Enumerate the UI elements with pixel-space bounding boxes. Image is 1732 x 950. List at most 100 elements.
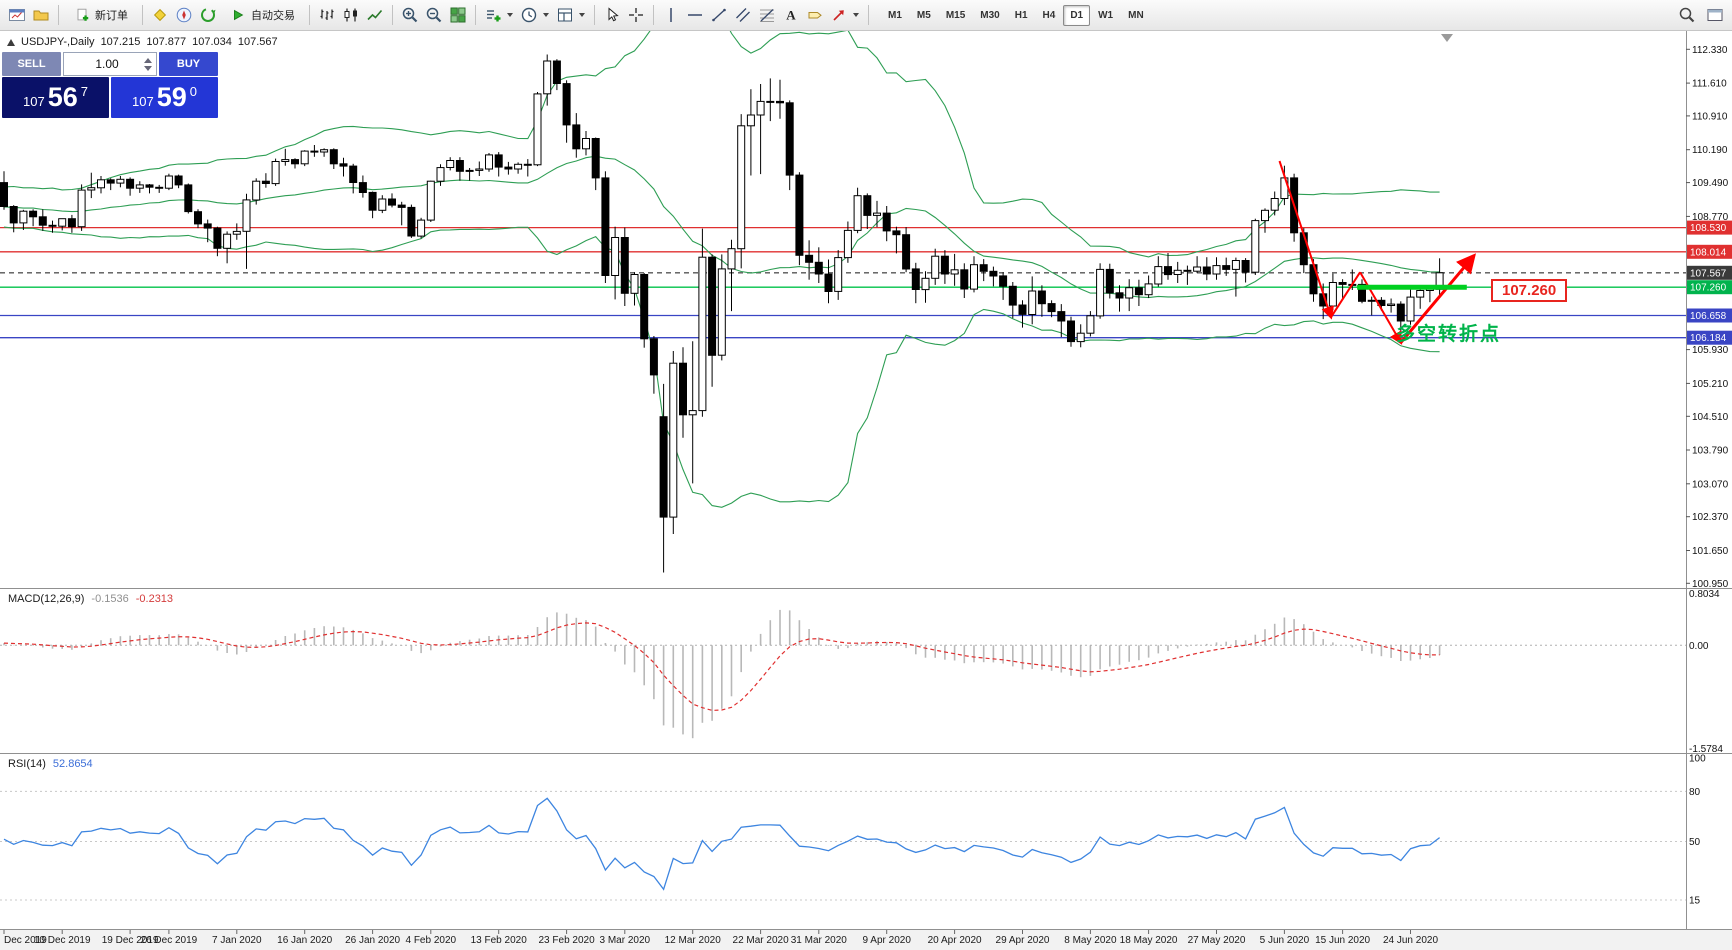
svg-text:103.070: 103.070	[1692, 479, 1729, 490]
one-click-toggle-icon[interactable]	[7, 38, 15, 46]
svg-text:103.790: 103.790	[1692, 446, 1729, 457]
new-chart-icon[interactable]	[6, 4, 28, 26]
buy-button[interactable]: BUY	[159, 52, 218, 76]
svg-text:112.330: 112.330	[1692, 45, 1728, 56]
toolbar-separator	[594, 5, 595, 25]
templates-dropdown-icon[interactable]	[579, 13, 585, 17]
macd-signal-value: -0.2313	[135, 593, 174, 605]
turning-point-note[interactable]: 多空转折点	[1395, 324, 1501, 346]
text-label-icon[interactable]	[804, 4, 826, 26]
indicators-dropdown-icon[interactable]	[507, 13, 513, 17]
horizontal-line-icon[interactable]	[684, 4, 706, 26]
svg-text:12 Mar 2020: 12 Mar 2020	[665, 935, 722, 946]
zoom-in-icon[interactable]	[399, 4, 421, 26]
volume-spinner[interactable]	[142, 57, 154, 71]
macd-label: MACD(12,26,9)	[8, 593, 85, 605]
svg-text:31 Mar 2020: 31 Mar 2020	[791, 935, 848, 946]
navigator-icon[interactable]	[173, 4, 195, 26]
volume-input[interactable]: 1.00	[63, 52, 157, 76]
timeframe-h4[interactable]: H4	[1036, 5, 1063, 26]
candles-layer	[0, 54, 1444, 573]
timeframe-m15[interactable]: M15	[939, 5, 972, 26]
timeframe-w1[interactable]: W1	[1091, 5, 1120, 26]
channel-icon[interactable]	[732, 4, 754, 26]
svg-text:3 Mar 2020: 3 Mar 2020	[600, 935, 651, 946]
timeframe-d1[interactable]: D1	[1063, 4, 1091, 26]
svg-text:18 May 2020: 18 May 2020	[1120, 935, 1178, 946]
close-value: 107.567	[237, 36, 278, 48]
svg-text:16 Jan 2020: 16 Jan 2020	[277, 935, 332, 946]
indicators-icon[interactable]	[482, 4, 504, 26]
svg-text:106.184: 106.184	[1690, 333, 1727, 344]
arrows-tool-icon[interactable]	[828, 4, 850, 26]
timeframe-m5[interactable]: M5	[910, 5, 938, 26]
toolbar-separator	[653, 5, 654, 25]
macd-pane	[0, 609, 1686, 739]
price-scale[interactable]: 112.330 111.610 110.910 110.190 109.490 108.7…	[1686, 45, 1732, 590]
sell-price-panel[interactable]: 107 56 7	[2, 77, 109, 118]
zoom-out-icon[interactable]	[423, 4, 445, 26]
svg-text:110.910: 110.910	[1692, 111, 1728, 122]
toolbar-separator	[392, 5, 393, 25]
timeframe-mn[interactable]: MN	[1121, 5, 1151, 26]
arrows-dropdown-icon[interactable]	[853, 13, 859, 17]
bar-chart-icon[interactable]	[316, 4, 338, 26]
timeframe-h1[interactable]: H1	[1008, 5, 1035, 26]
trendline-icon[interactable]	[708, 4, 730, 26]
rsi-scale[interactable]: 100 80 50 15	[1689, 754, 1706, 907]
buy-price-panel[interactable]: 107 59 0	[111, 77, 218, 118]
svg-text:A: A	[786, 8, 796, 23]
crosshair-icon[interactable]	[625, 4, 647, 26]
svg-text:-1.5784: -1.5784	[1689, 744, 1723, 755]
periods-dropdown-icon[interactable]	[543, 13, 549, 17]
new-order-button[interactable]: 新订单	[65, 3, 136, 27]
candlestick-chart-icon[interactable]	[340, 4, 362, 26]
open-value: 107.215	[100, 36, 141, 48]
timeframe-m1[interactable]: M1	[881, 5, 909, 26]
fibonacci-icon[interactable]	[756, 4, 778, 26]
svg-text:9 Apr 2020: 9 Apr 2020	[863, 935, 912, 946]
periods-icon[interactable]	[518, 4, 540, 26]
sell-price-small: 107	[23, 93, 45, 109]
toolbar-separator	[58, 5, 59, 25]
svg-text:26 Jan 2020: 26 Jan 2020	[345, 935, 400, 946]
metaeditor-icon[interactable]	[149, 4, 171, 26]
templates-icon[interactable]	[554, 4, 576, 26]
svg-text:15: 15	[1689, 896, 1701, 907]
svg-text:10 Dec 2019: 10 Dec 2019	[34, 935, 91, 946]
svg-text:22 Mar 2020: 22 Mar 2020	[733, 935, 790, 946]
tile-windows-icon[interactable]	[447, 4, 469, 26]
svg-text:104.510: 104.510	[1692, 412, 1729, 423]
svg-text:7 Jan 2020: 7 Jan 2020	[212, 935, 262, 946]
timeframe-m30[interactable]: M30	[973, 5, 1006, 26]
rsi-pane	[0, 790, 1686, 901]
volume-down-icon[interactable]	[144, 65, 152, 71]
macd-scale[interactable]: 0.8034 0.00 -1.5784	[1689, 589, 1723, 755]
toolbar-separator	[475, 5, 476, 25]
chart-shift-marker[interactable]	[1441, 34, 1453, 42]
refresh-icon[interactable]	[197, 4, 219, 26]
panels-icon[interactable]	[1704, 4, 1726, 26]
svg-text:105.930: 105.930	[1692, 345, 1729, 356]
rsi-value: 52.8654	[52, 758, 93, 770]
svg-text:108.770: 108.770	[1692, 212, 1729, 223]
trend-arrow-annotation[interactable]	[1278, 160, 1477, 345]
svg-text:26 Dec 2019: 26 Dec 2019	[141, 935, 198, 946]
price-annotation-label[interactable]: 107.260	[1491, 278, 1568, 302]
svg-text:8 May 2020: 8 May 2020	[1064, 935, 1117, 946]
volume-up-icon[interactable]	[144, 57, 152, 63]
search-icon[interactable]	[1676, 4, 1698, 26]
svg-text:0.00: 0.00	[1689, 641, 1709, 652]
auto-trading-button[interactable]: 自动交易	[221, 3, 303, 27]
chart-ohlc-header: USDJPY-,Daily 107.215 107.877 107.034 10…	[7, 36, 278, 48]
cursor-icon[interactable]	[601, 4, 623, 26]
svg-text:29 Apr 2020: 29 Apr 2020	[996, 935, 1050, 946]
line-chart-icon[interactable]	[364, 4, 386, 26]
vertical-line-icon[interactable]	[660, 4, 682, 26]
profiles-icon[interactable]	[30, 4, 52, 26]
sell-button[interactable]: SELL	[2, 52, 61, 76]
text-tool-icon[interactable]: A	[780, 4, 802, 26]
